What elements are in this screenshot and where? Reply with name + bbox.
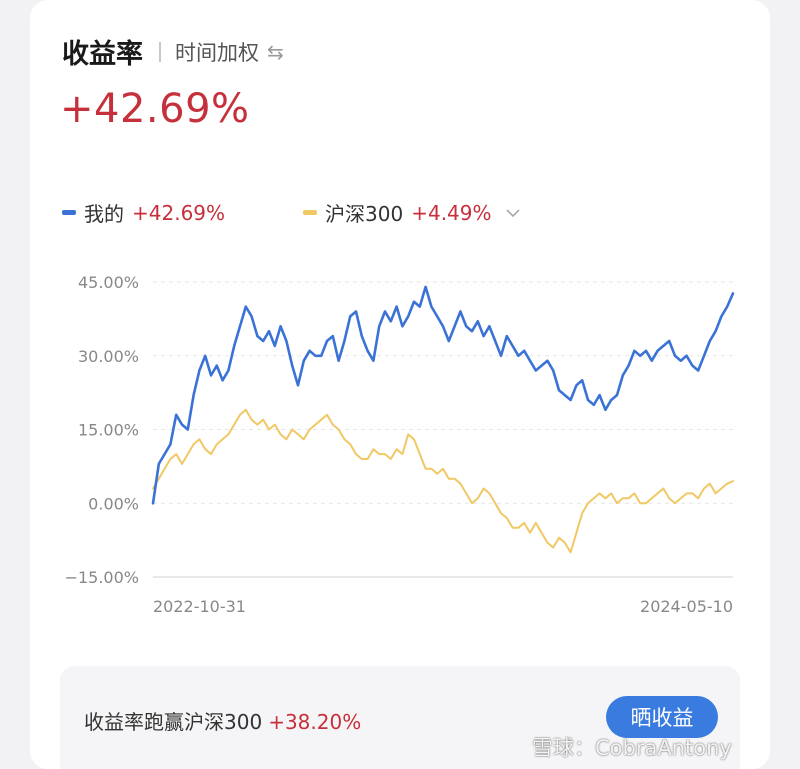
comparison-value: +38.20% (268, 710, 362, 734)
legend-name: 沪深300 (325, 202, 404, 226)
returns-card: 收益率 时间加权 ⇆ +42.69% 我的 +42.69% 沪深300 +4.4… (30, 0, 770, 769)
comparison-text: 收益率跑赢沪深300 +38.20% (84, 706, 361, 735)
legend-item-mine[interactable]: 我的 +42.69% (62, 198, 225, 227)
y-tick-label: 0.00% (88, 494, 139, 513)
x-tick-label: 2022-10-31 (153, 597, 246, 616)
legend-swatch-csi300 (303, 210, 318, 215)
series-line-mine (151, 285, 735, 505)
share-returns-button[interactable]: 晒收益 (606, 696, 718, 738)
chart-legend: 我的 +42.69% 沪深300 +4.49% (62, 198, 520, 227)
header: 收益率 时间加权 ⇆ (62, 32, 284, 71)
y-tick-label: 15.00% (78, 421, 139, 440)
total-return-value: +42.69% (60, 86, 250, 132)
y-tick-label: 45.00% (78, 273, 139, 292)
chevron-down-icon[interactable] (505, 203, 520, 222)
comparison-label: 收益率跑赢沪深300 (84, 710, 263, 734)
legend-item-csi300[interactable]: 沪深300 +4.49% (303, 198, 492, 227)
legend-name: 我的 (84, 202, 124, 226)
time-weighted-toggle[interactable]: 时间加权 (175, 40, 259, 65)
y-tick-label: 30.00% (78, 347, 139, 366)
legend-swatch-mine (62, 210, 76, 215)
returns-line-chart: 45.00% 30.00% 15.00% 0.00% −15.00% 2022-10-31… (65, 273, 735, 616)
legend-value: +4.49% (411, 200, 492, 225)
series-line-csi300 (152, 408, 734, 554)
y-tick-label: −15.00% (65, 568, 139, 587)
page-title: 收益率 (62, 39, 143, 70)
legend-value: +42.69% (132, 200, 226, 225)
divider (159, 41, 161, 62)
comparison-banner: 收益率跑赢沪深300 +38.20% 晒收益 (60, 666, 740, 769)
watermark: 雪球：CobraAntony (532, 736, 732, 760)
x-tick-label: 2024-05-10 (640, 597, 733, 616)
swap-arrows-icon[interactable]: ⇆ (267, 39, 284, 64)
